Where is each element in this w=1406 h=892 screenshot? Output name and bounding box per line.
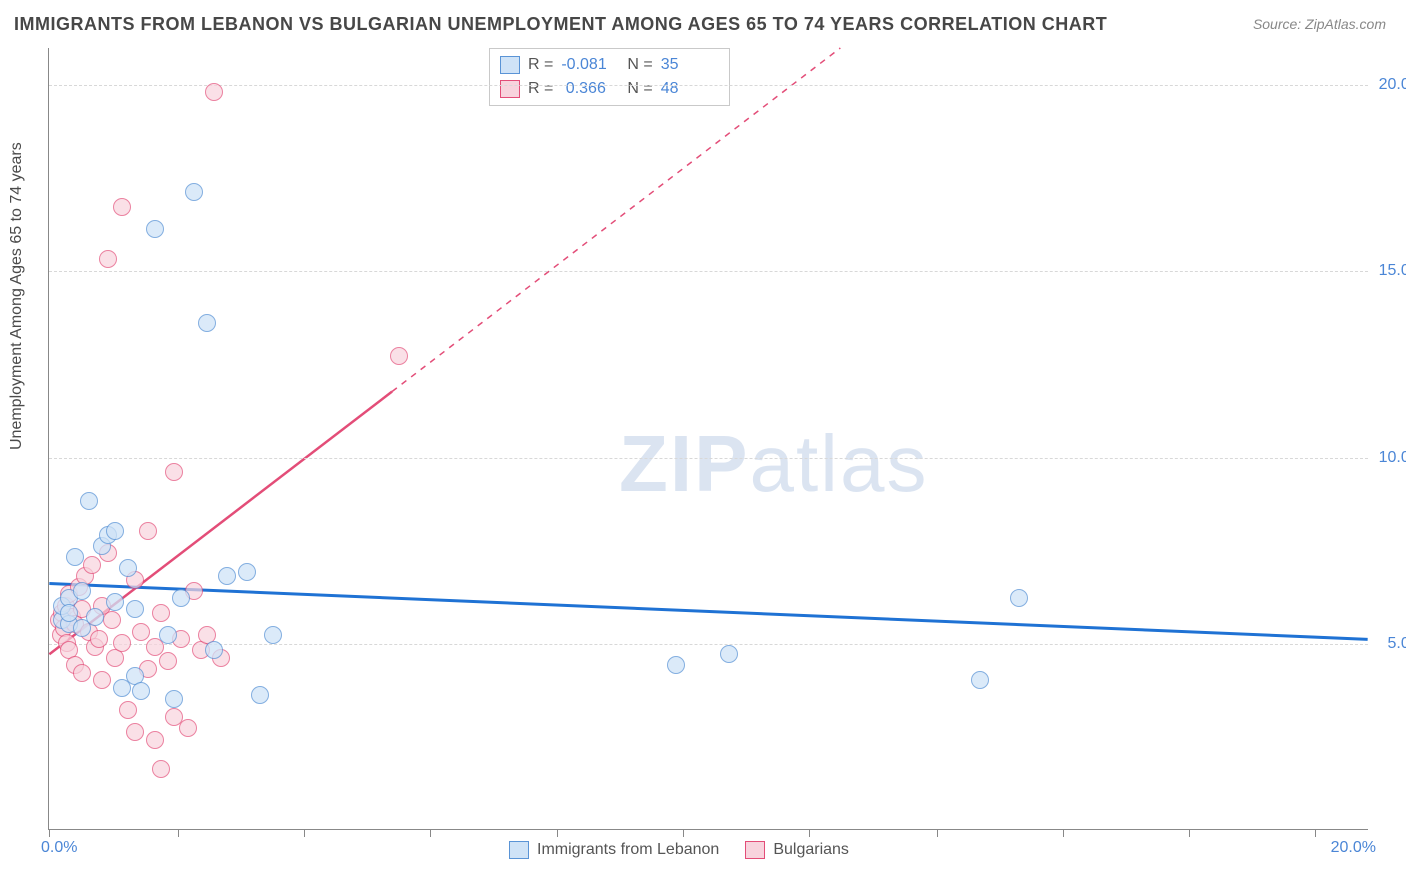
trend-lines [49, 48, 1368, 829]
data-point-lebanon [264, 626, 282, 644]
data-point-lebanon [1010, 589, 1028, 607]
legend-stats-row-bulgarians: R = 0.366 N = 48 [500, 77, 719, 101]
x-tick [809, 829, 810, 837]
plot-area: ZIPatlas R = -0.081 N = 35 R = 0.366 N =… [48, 48, 1368, 830]
data-point-lebanon [971, 671, 989, 689]
data-point-bulgarians [99, 250, 117, 268]
data-point-lebanon [720, 645, 738, 663]
x-tick [937, 829, 938, 837]
data-point-lebanon [86, 608, 104, 626]
x-tick [430, 829, 431, 837]
data-point-lebanon [165, 690, 183, 708]
data-point-lebanon [205, 641, 223, 659]
legend-item-bulgarians: Bulgarians [745, 841, 849, 859]
data-point-bulgarians [103, 611, 121, 629]
gridline [49, 271, 1368, 272]
data-point-bulgarians [152, 604, 170, 622]
gridline [49, 85, 1368, 86]
data-point-lebanon [66, 548, 84, 566]
x-tick [557, 829, 558, 837]
data-point-bulgarians [93, 671, 111, 689]
data-point-bulgarians [126, 723, 144, 741]
data-point-bulgarians [390, 347, 408, 365]
swatch-lebanon [500, 56, 520, 74]
legend-stats: R = -0.081 N = 35 R = 0.366 N = 48 [489, 48, 730, 106]
data-point-bulgarians [179, 719, 197, 737]
r-value-lebanon: -0.081 [561, 53, 619, 77]
n-label: N = [627, 53, 652, 77]
data-point-bulgarians [165, 463, 183, 481]
legend-series: Immigrants from Lebanon Bulgarians [509, 841, 849, 859]
swatch-bulgarians [745, 841, 765, 859]
data-point-bulgarians [205, 83, 223, 101]
data-point-lebanon [172, 589, 190, 607]
legend-stats-row-lebanon: R = -0.081 N = 35 [500, 53, 719, 77]
legend-item-lebanon: Immigrants from Lebanon [509, 841, 719, 859]
legend-label-bulgarians: Bulgarians [773, 841, 849, 859]
data-point-lebanon [251, 686, 269, 704]
data-point-bulgarians [119, 701, 137, 719]
watermark-light: atlas [749, 419, 928, 508]
n-label: N = [627, 77, 652, 101]
data-point-bulgarians [90, 630, 108, 648]
watermark: ZIPatlas [619, 418, 928, 510]
x-tick [178, 829, 179, 837]
data-point-bulgarians [83, 556, 101, 574]
y-tick-label: 15.0% [1379, 262, 1406, 280]
n-value-lebanon: 35 [661, 53, 719, 77]
data-point-bulgarians [152, 760, 170, 778]
legend-label-lebanon: Immigrants from Lebanon [537, 841, 719, 859]
data-point-bulgarians [139, 522, 157, 540]
data-point-lebanon [146, 220, 164, 238]
x-tick [304, 829, 305, 837]
y-tick-label: 20.0% [1379, 76, 1406, 94]
data-point-lebanon [132, 682, 150, 700]
swatch-bulgarians [500, 80, 520, 98]
swatch-lebanon [509, 841, 529, 859]
gridline [49, 458, 1368, 459]
r-label: R = [528, 77, 553, 101]
x-tick [1315, 829, 1316, 837]
data-point-bulgarians [132, 623, 150, 641]
source-credit: Source: ZipAtlas.com [1253, 16, 1386, 32]
x-tick [1189, 829, 1190, 837]
x-tick [683, 829, 684, 837]
data-point-bulgarians [159, 652, 177, 670]
data-point-bulgarians [73, 664, 91, 682]
data-point-bulgarians [113, 634, 131, 652]
x-axis-origin-label: 0.0% [41, 839, 77, 857]
data-point-lebanon [159, 626, 177, 644]
gridline [49, 644, 1368, 645]
data-point-lebanon [119, 559, 137, 577]
data-point-lebanon [185, 183, 203, 201]
y-axis-label: Unemployment Among Ages 65 to 74 years [8, 142, 26, 450]
x-tick [1063, 829, 1064, 837]
y-tick-label: 10.0% [1379, 449, 1406, 467]
x-axis-max-label: 20.0% [1331, 839, 1376, 857]
x-tick [49, 829, 50, 837]
data-point-bulgarians [113, 198, 131, 216]
data-point-lebanon [106, 593, 124, 611]
r-label: R = [528, 53, 553, 77]
data-point-bulgarians [146, 731, 164, 749]
r-value-bulgarians: 0.366 [561, 77, 619, 101]
chart-title: IMMIGRANTS FROM LEBANON VS BULGARIAN UNE… [14, 14, 1107, 35]
data-point-lebanon [106, 522, 124, 540]
data-point-lebanon [60, 604, 78, 622]
data-point-lebanon [238, 563, 256, 581]
data-point-lebanon [73, 582, 91, 600]
data-point-lebanon [198, 314, 216, 332]
watermark-bold: ZIP [619, 419, 749, 508]
y-tick-label: 5.0% [1388, 635, 1406, 653]
data-point-lebanon [667, 656, 685, 674]
data-point-lebanon [80, 492, 98, 510]
data-point-lebanon [126, 600, 144, 618]
n-value-bulgarians: 48 [661, 77, 719, 101]
data-point-lebanon [218, 567, 236, 585]
